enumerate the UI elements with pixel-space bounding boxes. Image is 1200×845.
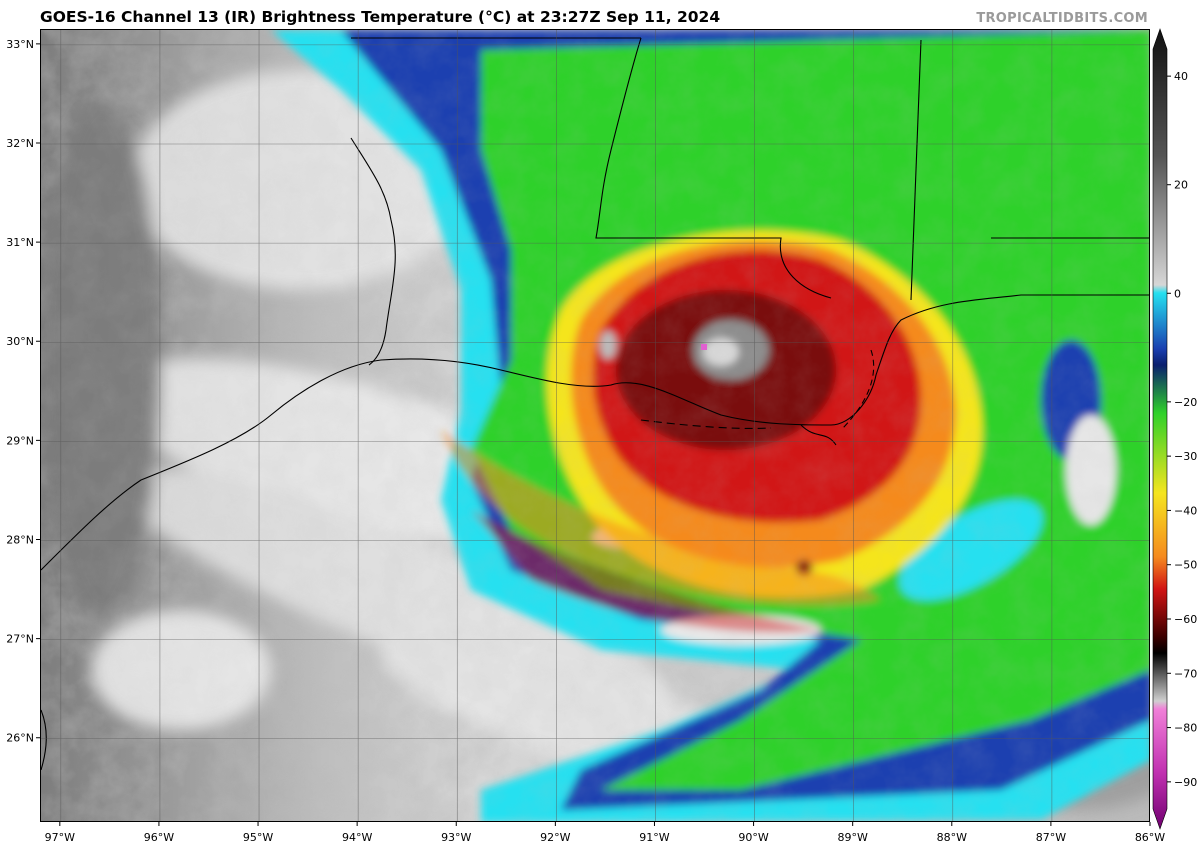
- colorbar-tick-label: −80: [1174, 722, 1197, 735]
- lon-tick-label: 87°W: [1036, 831, 1066, 844]
- graticule: [41, 30, 1149, 821]
- lon-tick-label: 96°W: [144, 831, 174, 844]
- lon-tick-label: 92°W: [540, 831, 570, 844]
- colorbar-tick-label: −50: [1174, 559, 1197, 572]
- lon-tick-label: 86°W: [1135, 831, 1165, 844]
- temperature-colorbar: 40 20 0 −20 −30 −40 −50 −60 −70 −80 −90: [1152, 28, 1197, 830]
- map-title: GOES-16 Channel 13 (IR) Brightness Tempe…: [40, 8, 721, 26]
- lat-tick-label: 29°N: [6, 434, 34, 447]
- lat-tick-label: 30°N: [6, 335, 34, 348]
- lon-tick-label: 94°W: [342, 831, 372, 844]
- colorbar-tick-label: 0: [1174, 287, 1181, 300]
- lon-tick-label: 95°W: [243, 831, 273, 844]
- lon-tick-label: 89°W: [837, 831, 867, 844]
- lat-tick-label: 28°N: [6, 533, 34, 546]
- colorbar-gradient: [1152, 28, 1168, 830]
- site-credit: TROPICALTIDBITS.COM: [976, 11, 1148, 26]
- lon-tick-label: 90°W: [738, 831, 768, 844]
- colorbar-tick-label: 20: [1174, 179, 1188, 192]
- lon-tick-label: 88°W: [937, 831, 967, 844]
- lon-tick-label: 91°W: [639, 831, 669, 844]
- colorbar-tick-label: −70: [1174, 667, 1197, 680]
- lat-tick-label: 31°N: [6, 236, 34, 249]
- colorbar-tick-label: 40: [1174, 70, 1188, 83]
- lon-tick-label: 93°W: [441, 831, 471, 844]
- lat-tick-label: 26°N: [6, 732, 34, 745]
- colorbar-tick-label: −40: [1174, 504, 1197, 517]
- colorbar-tick-label: −60: [1174, 613, 1197, 626]
- colorbar-tick-label: −20: [1174, 396, 1197, 409]
- satellite-image: [41, 30, 1149, 821]
- lat-tick-label: 32°N: [6, 137, 34, 150]
- lat-tick-label: 27°N: [6, 633, 34, 646]
- colorbar-tick-label: −90: [1174, 776, 1197, 789]
- satellite-map[interactable]: [40, 29, 1150, 822]
- lat-tick-label: 33°N: [6, 38, 34, 51]
- coldest-pixel-marker: [701, 344, 707, 350]
- lon-tick-label: 97°W: [45, 831, 75, 844]
- colorbar-tick-label: −30: [1174, 450, 1197, 463]
